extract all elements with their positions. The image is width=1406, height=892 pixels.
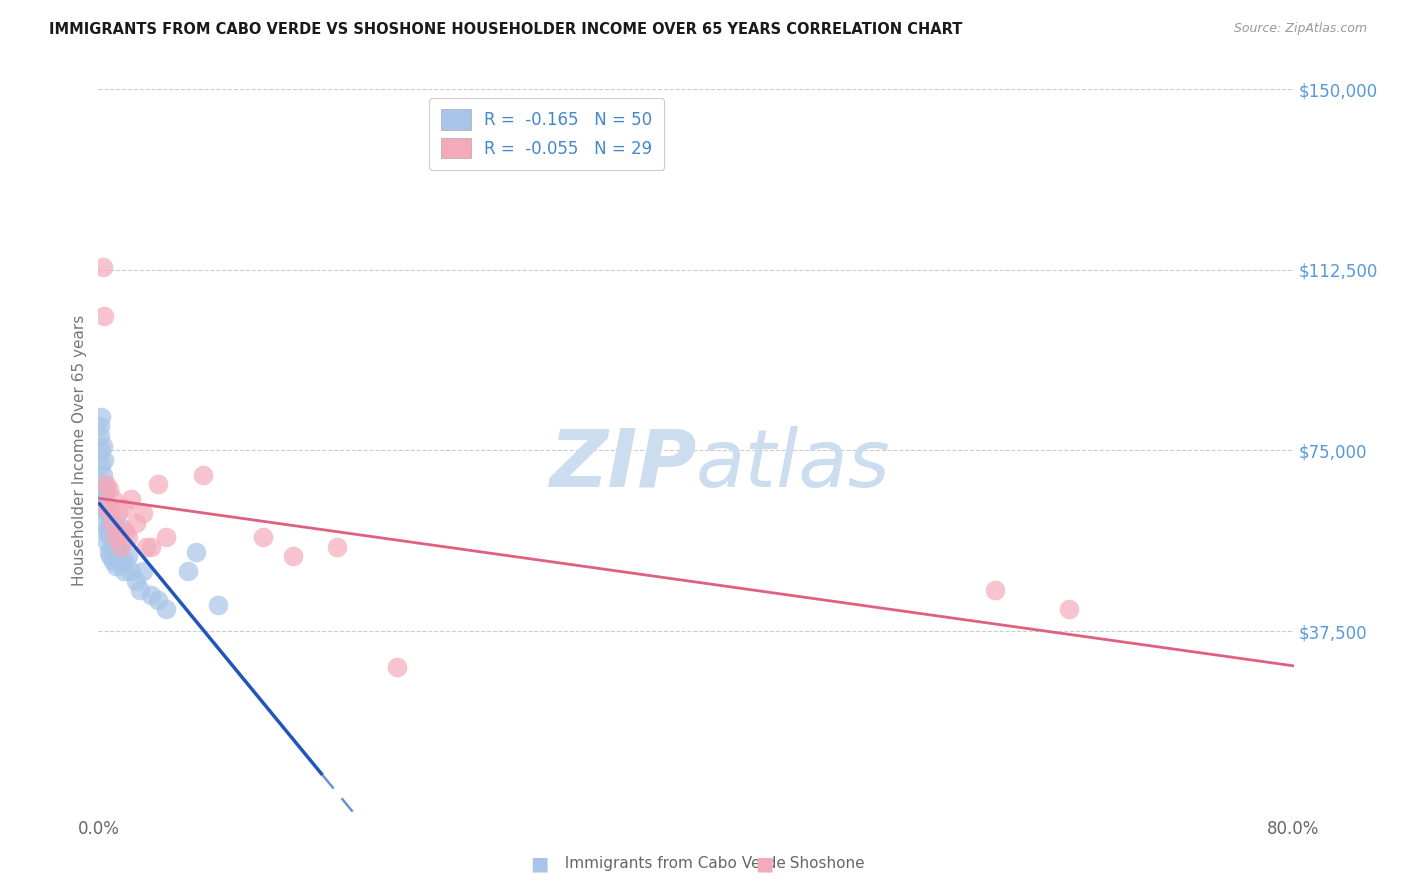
Point <box>135 540 157 554</box>
Point <box>111 520 134 534</box>
Point <box>93 487 115 501</box>
Point <box>129 583 152 598</box>
Point <box>148 477 170 491</box>
Point <box>281 549 304 564</box>
Text: Shoshone: Shoshone <box>780 856 865 871</box>
Point <box>90 409 112 424</box>
Point <box>114 525 136 540</box>
Point <box>93 501 115 516</box>
Point <box>98 549 122 564</box>
Point <box>91 439 114 453</box>
Point <box>101 525 124 540</box>
Point <box>94 511 117 525</box>
Point <box>132 564 155 578</box>
Point <box>105 559 128 574</box>
Point <box>132 506 155 520</box>
Point <box>385 660 409 674</box>
Point <box>108 525 131 540</box>
Text: atlas: atlas <box>696 425 891 504</box>
Point <box>107 506 129 520</box>
Point <box>93 309 115 323</box>
Point <box>252 530 274 544</box>
Point <box>91 260 114 275</box>
Point <box>1059 602 1081 616</box>
Legend: R =  -0.165   N = 50, R =  -0.055   N = 29: R = -0.165 N = 50, R = -0.055 N = 29 <box>429 97 664 169</box>
Point <box>155 602 177 616</box>
Point <box>98 501 122 516</box>
Point <box>112 501 135 516</box>
Point <box>114 554 136 568</box>
Point <box>97 482 120 496</box>
Point <box>101 540 124 554</box>
Point <box>101 516 124 530</box>
Point <box>103 554 125 568</box>
Point <box>120 564 142 578</box>
Point <box>91 467 114 482</box>
Point <box>117 549 139 564</box>
Point <box>326 540 349 554</box>
Point <box>139 588 162 602</box>
Point <box>110 540 132 554</box>
Point <box>984 583 1007 598</box>
Point <box>104 530 127 544</box>
Point <box>184 544 207 558</box>
Text: Immigrants from Cabo Verde: Immigrants from Cabo Verde <box>555 856 786 871</box>
Point <box>90 458 112 472</box>
Point <box>96 520 118 534</box>
Point <box>98 530 122 544</box>
Y-axis label: Householder Income Over 65 years: Householder Income Over 65 years <box>72 315 87 586</box>
Point <box>103 530 125 544</box>
Point <box>103 491 125 506</box>
Point <box>120 491 142 506</box>
Point <box>96 506 118 520</box>
Point <box>97 525 120 540</box>
Text: ZIP: ZIP <box>548 425 696 504</box>
Point <box>91 491 114 506</box>
Text: ■: ■ <box>755 854 773 873</box>
Point <box>97 501 120 516</box>
Point <box>177 564 200 578</box>
Point <box>96 535 118 549</box>
Point <box>97 544 120 558</box>
Text: IMMIGRANTS FROM CABO VERDE VS SHOSHONE HOUSEHOLDER INCOME OVER 65 YEARS CORRELAT: IMMIGRANTS FROM CABO VERDE VS SHOSHONE H… <box>49 22 963 37</box>
Point <box>112 564 135 578</box>
Point <box>108 540 131 554</box>
Point <box>125 574 148 588</box>
Point <box>125 516 148 530</box>
Point <box>107 549 129 564</box>
Point <box>94 477 117 491</box>
Point <box>207 598 229 612</box>
Point <box>94 525 117 540</box>
Point <box>104 516 127 530</box>
Point <box>93 453 115 467</box>
Text: ■: ■ <box>530 854 548 873</box>
Point <box>91 477 114 491</box>
Point <box>89 419 111 434</box>
Point <box>105 540 128 554</box>
Point <box>90 443 112 458</box>
Point <box>139 540 162 554</box>
Point <box>110 554 132 568</box>
Point <box>96 501 118 516</box>
Point <box>89 429 111 443</box>
Text: Source: ZipAtlas.com: Source: ZipAtlas.com <box>1233 22 1367 36</box>
Point <box>117 530 139 544</box>
Point <box>148 592 170 607</box>
Point <box>104 535 127 549</box>
Point <box>94 482 117 496</box>
Point <box>94 496 117 510</box>
Point <box>98 516 122 530</box>
Point <box>155 530 177 544</box>
Point <box>191 467 214 482</box>
